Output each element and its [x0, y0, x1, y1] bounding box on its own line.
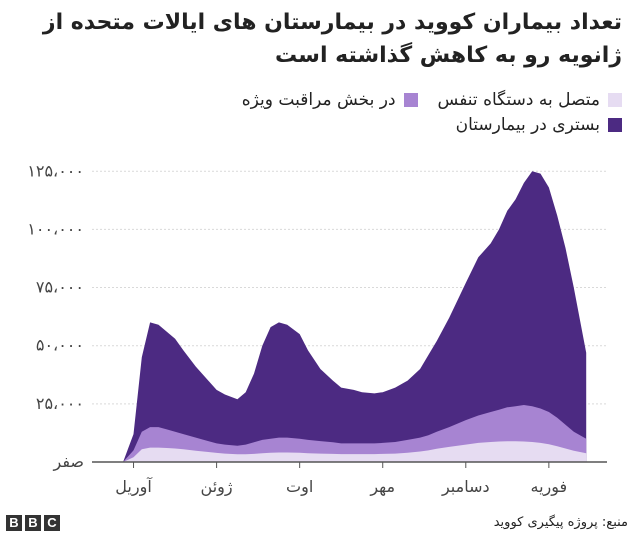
legend-label-ventilator: متصل به دستگاه تنفس — [437, 90, 600, 110]
bbc-logo-letter: B — [6, 515, 22, 531]
series-area — [92, 441, 587, 462]
bbc-logo-letter: C — [44, 515, 60, 531]
y-tick-label: ۱۲۵،۰۰۰ — [27, 161, 84, 180]
legend-swatch-ventilator — [608, 93, 622, 107]
series-area — [92, 171, 587, 463]
x-tick-label: اوت — [286, 477, 313, 497]
bbc-logo-letter: B — [25, 515, 41, 531]
x-tick-label: آوریل — [115, 477, 153, 497]
bbc-logo: B B C — [6, 515, 63, 531]
source-note: منبع: پروژه پیگیری کووید — [493, 515, 628, 530]
legend-item-hospitalized: بستری در بیمارستان — [456, 115, 622, 135]
legend-label-hospitalized: بستری در بیمارستان — [455, 115, 600, 135]
legend-swatch-hospitalized — [608, 118, 622, 132]
y-tick-label: ۷۵،۰۰۰ — [36, 278, 84, 297]
y-tick-label: ۵۰،۰۰۰ — [36, 336, 84, 355]
y-tick-label: ۱۰۰،۰۰۰ — [27, 219, 84, 238]
legend-swatch-icu — [403, 93, 418, 107]
chart-title: تعداد بیماران کووید در بیمارستان های ایا… — [42, 10, 622, 68]
y-tick-label: صفر — [52, 452, 84, 472]
x-tick-label: فوریه — [531, 477, 568, 497]
legend-row-2: بستری در بیمارستان — [436, 115, 622, 135]
legend-label-icu: در بخش مراقبت ویژه — [241, 90, 396, 110]
legend-item-ventilator: متصل به دستگاه تنفس — [438, 90, 622, 110]
y-tick-label: ۲۵،۰۰۰ — [36, 394, 84, 413]
x-tick-label: دسامبر — [441, 477, 490, 497]
x-tick-label: مهر — [369, 477, 395, 497]
legend-row-1: متصل به دستگاه تنفس در بخش مراقبت ویژه — [222, 90, 622, 110]
legend-item-icu: در بخش مراقبت ویژه — [242, 90, 418, 110]
x-tick-label: ژوئن — [201, 477, 233, 497]
